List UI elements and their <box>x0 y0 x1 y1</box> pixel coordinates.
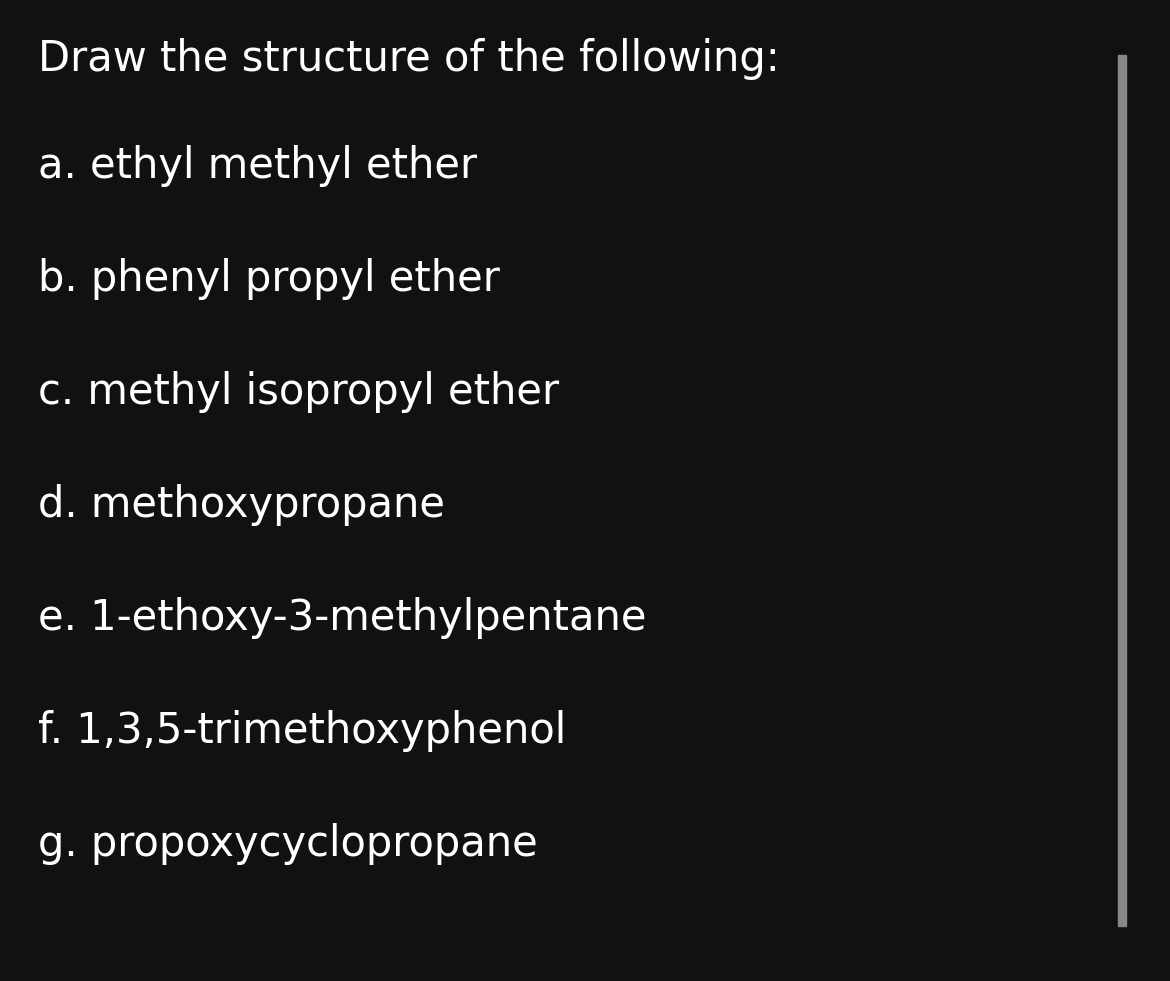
Text: f. 1,3,5-trimethoxyphenol: f. 1,3,5-trimethoxyphenol <box>37 710 566 752</box>
Bar <box>1119 55 1126 926</box>
Text: c. methyl isopropyl ether: c. methyl isopropyl ether <box>37 371 559 413</box>
Text: Draw the structure of the following:: Draw the structure of the following: <box>37 38 779 80</box>
Text: b. phenyl propyl ether: b. phenyl propyl ether <box>37 258 500 300</box>
Text: e. 1-ethoxy-3-methylpentane: e. 1-ethoxy-3-methylpentane <box>37 597 647 639</box>
Text: a. ethyl methyl ether: a. ethyl methyl ether <box>37 145 477 187</box>
Text: d. methoxypropane: d. methoxypropane <box>37 484 445 526</box>
Text: g. propoxycyclopropane: g. propoxycyclopropane <box>37 823 538 865</box>
